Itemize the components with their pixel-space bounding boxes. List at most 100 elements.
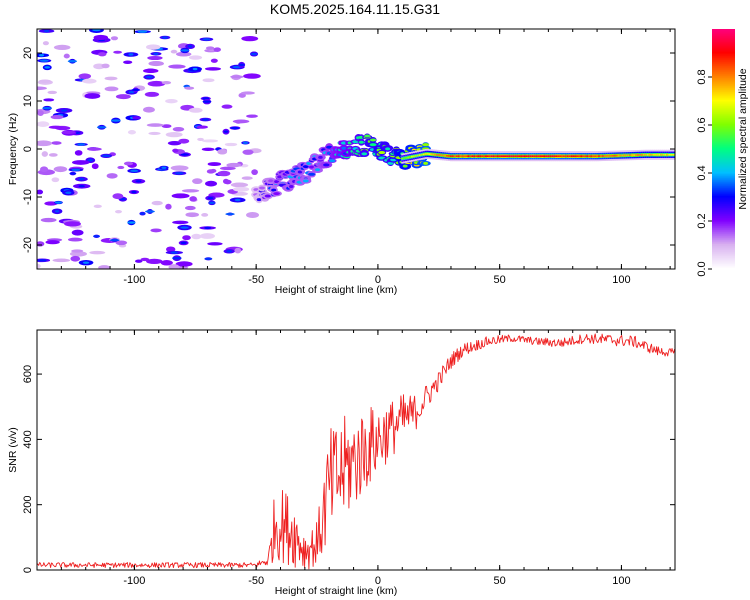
band-core: [621, 154, 624, 157]
signal-cell: [259, 186, 265, 190]
colorbar-cell: [712, 95, 735, 98]
noise-core: [78, 177, 85, 181]
noise-blob: [206, 169, 215, 174]
signal-cell: [308, 165, 315, 169]
noise-core: [180, 226, 189, 229]
noise-blob: [110, 36, 119, 41]
signal-cell: [423, 161, 429, 165]
colorbar-cell: [712, 177, 735, 180]
colorbar-cell: [712, 45, 735, 48]
noise-core: [44, 66, 51, 69]
noise-blob: [37, 110, 44, 116]
colorbar-cell: [712, 169, 735, 172]
noise-blob: [127, 130, 137, 135]
noise-blob: [175, 261, 193, 267]
noise-blob: [205, 180, 218, 187]
band-core: [481, 155, 484, 158]
noise-blob: [42, 41, 49, 46]
colorbar-cell: [712, 195, 735, 198]
colorbar-cell: [712, 101, 735, 104]
noise-blob: [40, 217, 57, 223]
band-core: [559, 155, 562, 158]
colorbar-cell: [712, 157, 735, 160]
snr-axes: -100 -50 0 50 100 0 200 400 600 Height of straigh…: [7, 329, 676, 597]
band-core: [486, 155, 490, 158]
colorbar-cell: [712, 35, 735, 38]
noise-blob: [78, 73, 92, 79]
colorbar-cell: [712, 113, 735, 116]
noise-blob: [117, 165, 125, 170]
figure-title: KOM5.2025.164.11.15.G31: [270, 1, 440, 17]
colorbar-cell: [712, 129, 735, 132]
noise-blob: [97, 52, 107, 57]
noise-core: [77, 143, 86, 146]
colorbar-cell: [712, 137, 735, 140]
colorbar-cell: [712, 133, 735, 136]
band-core: [601, 155, 605, 157]
band-core: [549, 155, 552, 158]
band-core: [451, 155, 455, 158]
band-core: [483, 155, 486, 158]
noise-blob: [144, 91, 160, 97]
noise-blob: [170, 165, 189, 171]
noise-core: [208, 201, 216, 205]
colorbar-cell: [712, 245, 735, 248]
noise-core: [202, 100, 212, 103]
band-core: [646, 153, 650, 156]
snr-panel: -100 -50 0 50 100 0 200 400 600 Height of straigh…: [7, 329, 676, 597]
colorbar-cell: [712, 125, 735, 128]
noise-blob: [241, 176, 253, 180]
colorbar-cell: [712, 33, 735, 36]
noise-core: [161, 36, 169, 39]
noise-blob: [207, 242, 223, 246]
band-core: [457, 155, 461, 158]
colorbar-label: Normalized spectral amplitude: [737, 68, 749, 209]
band-core: [531, 155, 535, 158]
noise-blob: [104, 76, 118, 81]
band-core: [436, 153, 439, 156]
band-core: [619, 154, 622, 157]
band-core: [512, 155, 515, 158]
noise-blob: [188, 55, 203, 60]
noise-blob: [189, 196, 197, 202]
band-core: [609, 154, 613, 157]
colorbar-cell: [712, 65, 735, 68]
band-core: [636, 154, 640, 156]
colorbar-cell: [712, 225, 735, 228]
noise-blob: [67, 237, 83, 242]
noise-blob: [74, 150, 83, 156]
colorbar-cell: [712, 213, 735, 216]
noise-blob: [37, 140, 53, 147]
noise-core: [202, 38, 211, 41]
signal-cell: [323, 163, 330, 167]
colorbar-cell: [712, 229, 735, 232]
signal-cell: [297, 170, 303, 174]
band-core: [518, 155, 521, 158]
band-core: [475, 155, 478, 158]
band-core: [401, 157, 404, 160]
noise-blob: [69, 251, 87, 257]
signal-cell: [302, 179, 309, 183]
spec-ylabel: Frequency (Hz): [7, 113, 19, 185]
colorbar-cell: [712, 241, 735, 244]
noise-blob: [234, 247, 242, 254]
colorbar-cell: [712, 153, 735, 156]
band-core: [564, 155, 568, 158]
band-core: [502, 155, 505, 158]
noise-core: [192, 67, 198, 71]
colorbar-cell: [712, 199, 735, 202]
noise-blob: [165, 203, 172, 210]
noise-core: [225, 212, 235, 216]
noise-core: [96, 126, 107, 129]
band-core: [670, 153, 673, 156]
colorbar-cell: [712, 243, 735, 246]
colorbar-cell: [712, 207, 735, 210]
band-core: [440, 154, 443, 157]
noise-blob: [168, 64, 186, 69]
colorbar-cell: [712, 247, 735, 250]
band-core: [599, 155, 603, 157]
noise-blob: [165, 132, 183, 138]
noise-blob: [51, 177, 60, 183]
signal-cell: [422, 143, 430, 147]
